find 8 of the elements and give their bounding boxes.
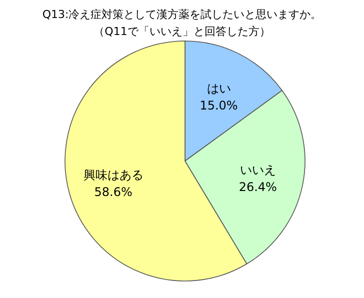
chart-title: Q13:冷え症対策として漢方薬を試したいと思いますか。 xyxy=(42,8,322,21)
slice-label: はい xyxy=(206,82,231,96)
data-label: 58.6% xyxy=(94,184,132,199)
slice-label: 興味はある xyxy=(83,168,144,182)
slice-label: いいえ xyxy=(240,162,276,177)
data-label: 15.0% xyxy=(200,98,238,113)
data-label: 26.4% xyxy=(238,180,277,194)
chart-subtitle: （Q11で「いいえ」と回答した方） xyxy=(94,25,270,38)
